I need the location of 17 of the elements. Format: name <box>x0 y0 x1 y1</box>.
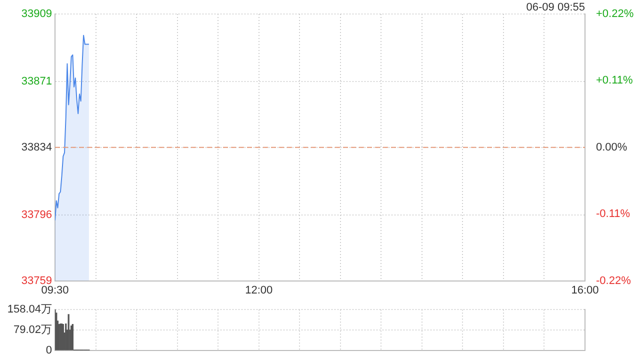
x-tick-label: 12:00 <box>245 284 273 296</box>
y2-tick-label: -0.22% <box>596 274 632 287</box>
y2-tick-label: 0.00% <box>596 141 628 154</box>
y-tick-label: 33871 <box>21 76 52 88</box>
y-tick-label: 0 <box>46 344 52 356</box>
y-tick-label: 33834 <box>21 141 52 154</box>
y-tick-label: 158.04万 <box>7 304 52 316</box>
y-tick-label: 33796 <box>21 209 52 222</box>
y2-tick-label: +0.11% <box>596 74 634 87</box>
y-tick-label: 33759 <box>21 274 52 287</box>
y-tick-label: 33909 <box>21 8 52 20</box>
x-tick-label: 16:00 <box>571 284 599 296</box>
y2-tick-label: -0.11% <box>596 208 630 220</box>
y-tick-label: 79.02万 <box>13 324 52 336</box>
x-tick-label: 09:30 <box>41 284 69 296</box>
text: 06-09 09:55 <box>526 2 585 14</box>
y2-tick-label: +0.22% <box>596 8 634 20</box>
